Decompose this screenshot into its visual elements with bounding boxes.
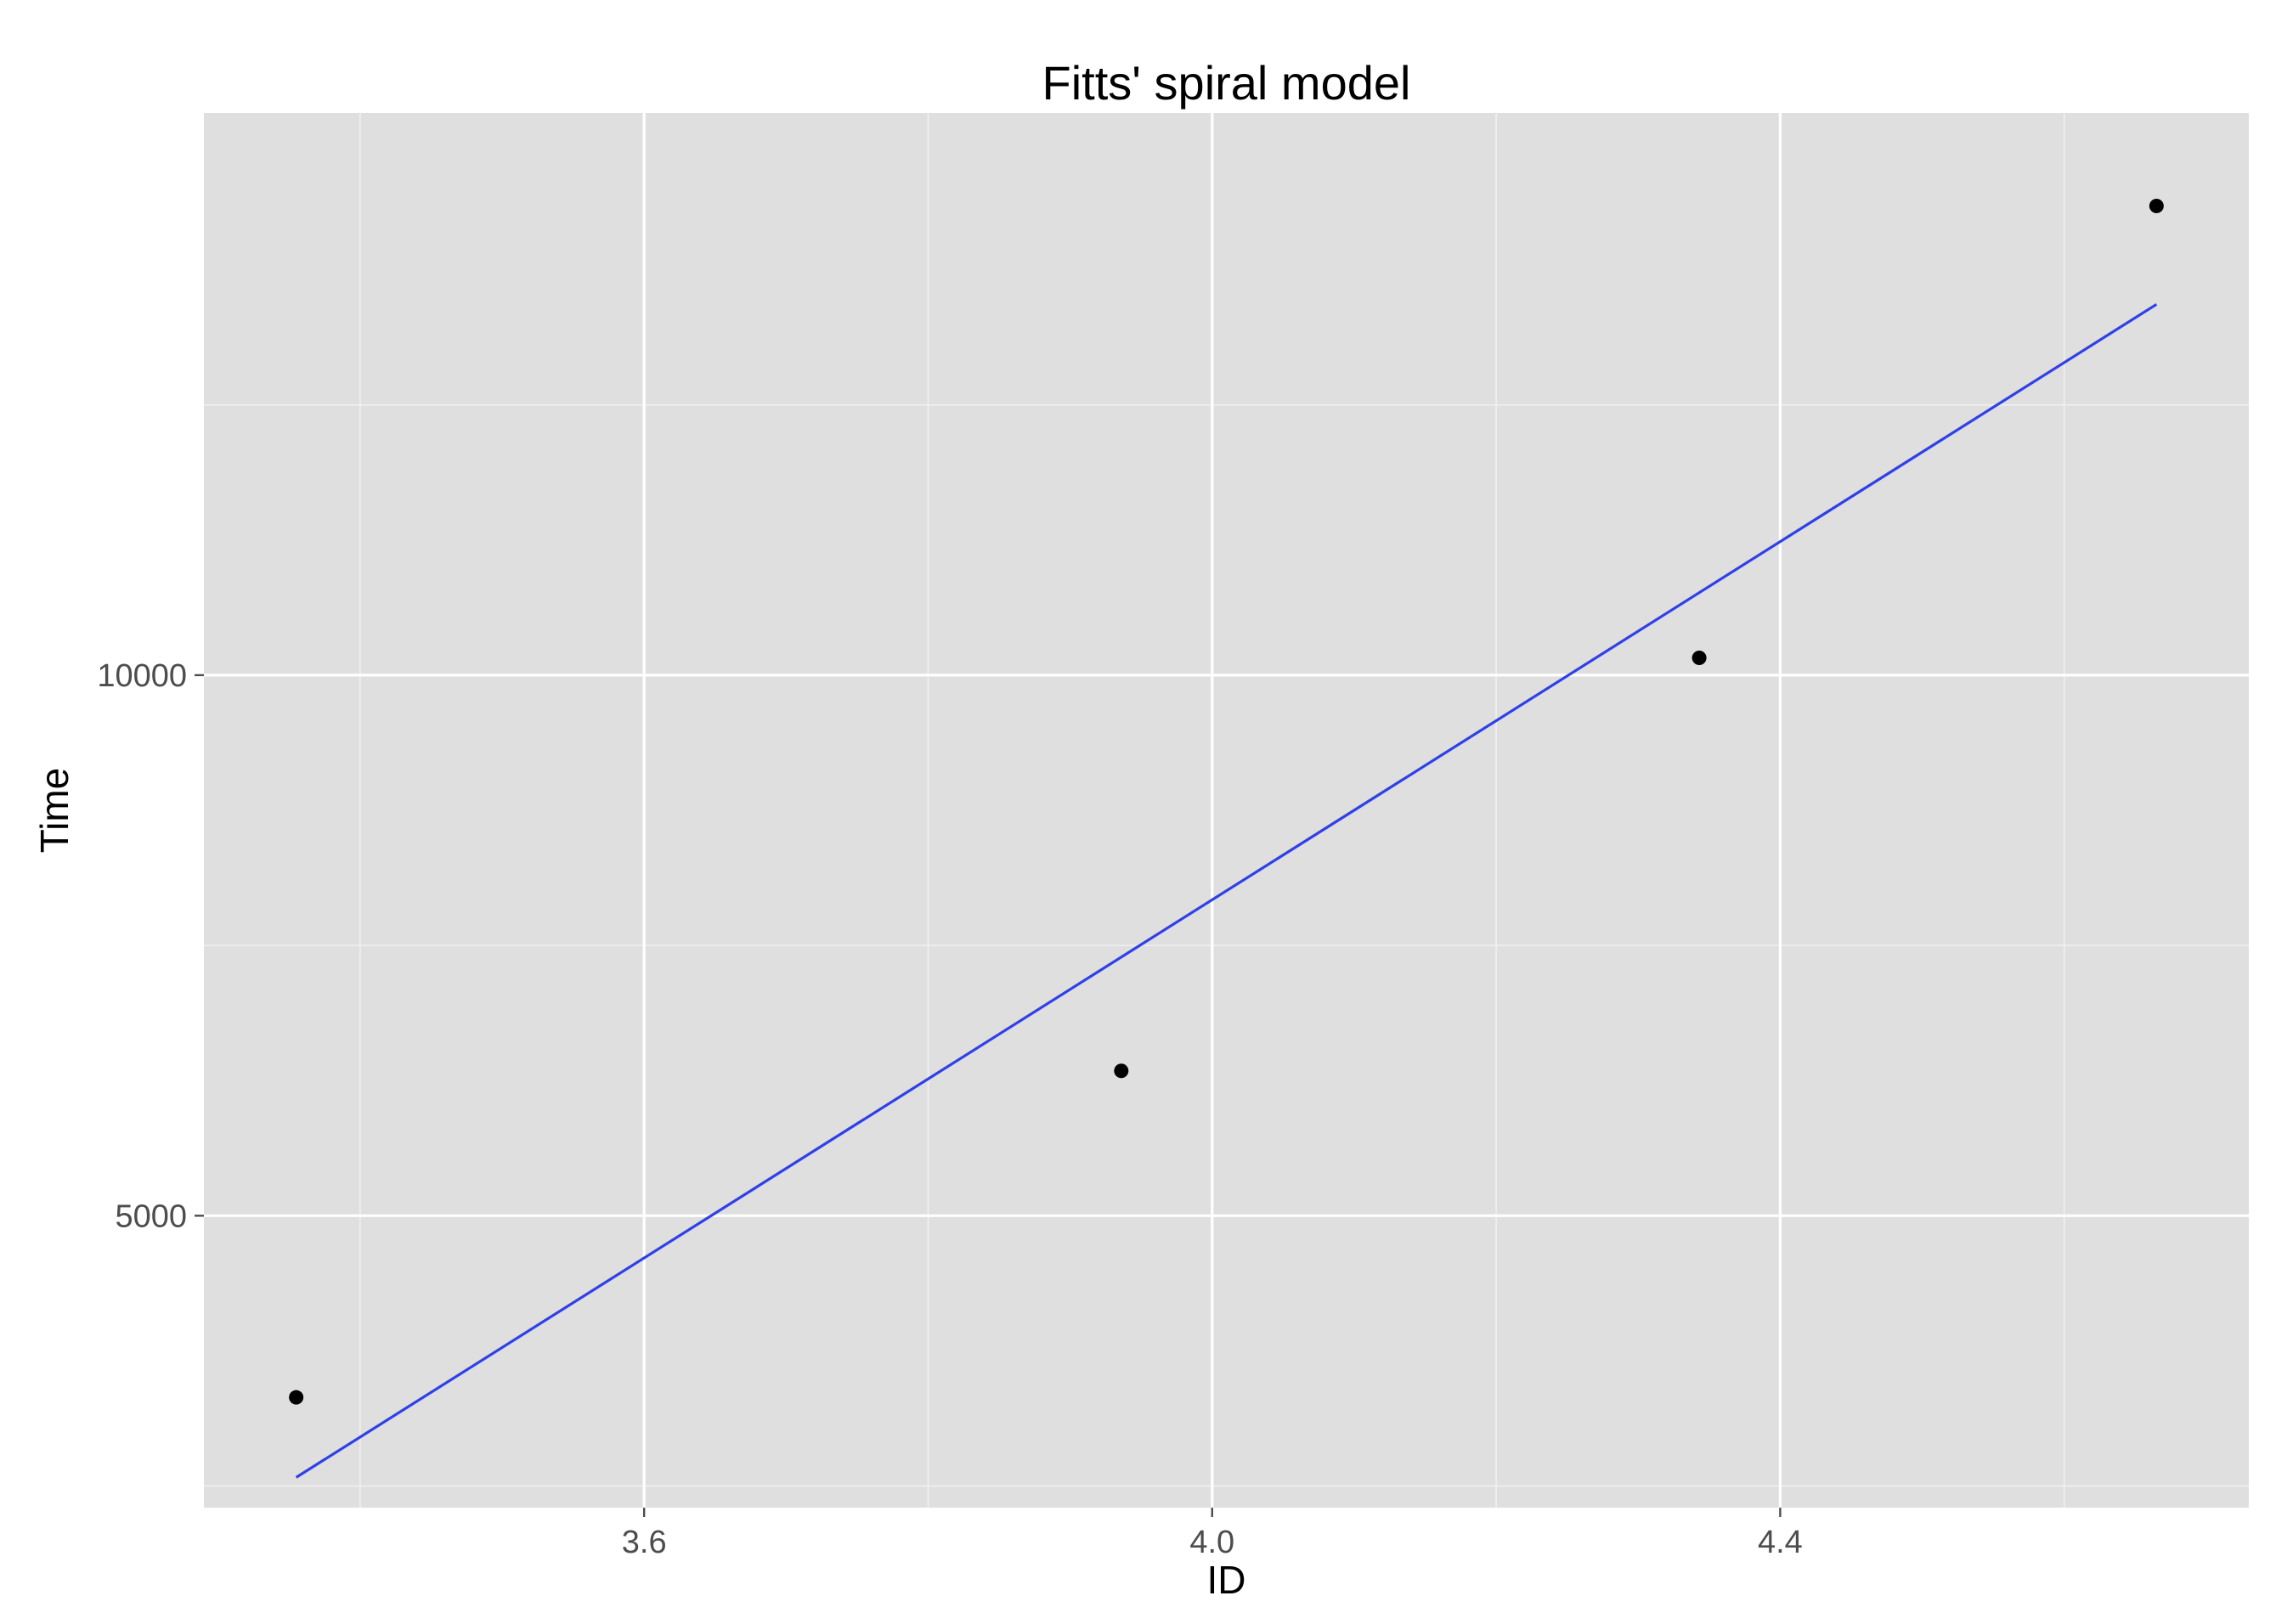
plot-panel <box>204 113 2249 1508</box>
major-gridlines <box>204 113 2249 1508</box>
minor-gridlines <box>204 113 2249 1508</box>
x-tick-label: 4.4 <box>1758 1525 1803 1560</box>
series-layer <box>289 198 2164 1479</box>
data-point <box>1691 651 1707 666</box>
y-axis-title: Time <box>32 768 76 854</box>
y-tick-label: 5000 <box>115 1198 187 1234</box>
x-tick-label: 4.0 <box>1189 1525 1234 1560</box>
data-point <box>289 1390 304 1405</box>
fit-line <box>295 302 2158 1479</box>
x-tick-label: 3.6 <box>622 1525 667 1560</box>
data-point <box>2149 198 2164 213</box>
axis-layer: 3.6 4.0 4.4 5000 10000 <box>97 658 1802 1560</box>
y-tick-label: 10000 <box>97 658 187 694</box>
data-point <box>1114 1063 1129 1079</box>
x-axis-title: ID <box>1207 1558 1246 1602</box>
chart-title: Fitts' spiral model <box>1042 56 1411 110</box>
